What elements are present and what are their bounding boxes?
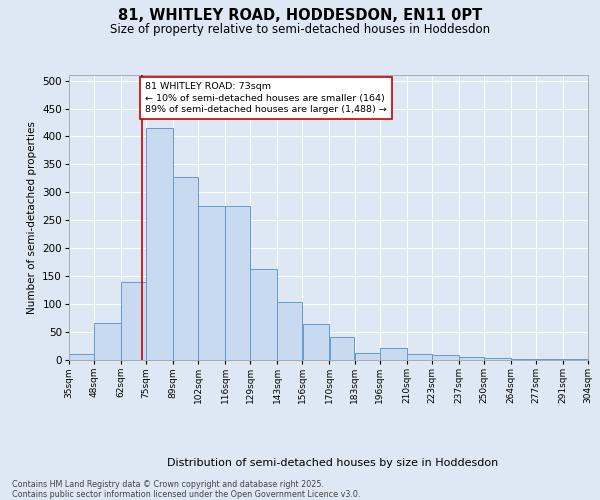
Bar	[329, 337, 355, 360]
Bar	[302, 324, 329, 360]
Bar	[250, 269, 277, 360]
Bar	[484, 358, 511, 360]
Text: 81, WHITLEY ROAD, HODDESDON, EN11 0PT: 81, WHITLEY ROAD, HODDESDON, EN11 0PT	[118, 8, 482, 22]
Y-axis label: Number of semi-detached properties: Number of semi-detached properties	[27, 121, 37, 314]
Text: 81 WHITLEY ROAD: 73sqm
← 10% of semi-detached houses are smaller (164)
89% of se: 81 WHITLEY ROAD: 73sqm ← 10% of semi-det…	[145, 82, 387, 114]
Bar	[121, 282, 146, 360]
Bar	[146, 128, 173, 360]
Bar	[94, 322, 121, 360]
Text: Distribution of semi-detached houses by size in Hoddesdon: Distribution of semi-detached houses by …	[167, 458, 499, 468]
Bar	[459, 356, 484, 360]
Bar	[380, 348, 407, 360]
Text: Contains HM Land Registry data © Crown copyright and database right 2025.
Contai: Contains HM Land Registry data © Crown c…	[12, 480, 361, 499]
Bar	[407, 354, 431, 360]
Text: Size of property relative to semi-detached houses in Hoddesdon: Size of property relative to semi-detach…	[110, 22, 490, 36]
Bar	[199, 206, 225, 360]
Bar	[69, 354, 94, 360]
Bar	[355, 352, 380, 360]
Bar	[226, 206, 250, 360]
Bar	[277, 302, 302, 360]
Bar	[173, 176, 198, 360]
Bar	[511, 359, 536, 360]
Bar	[432, 355, 458, 360]
